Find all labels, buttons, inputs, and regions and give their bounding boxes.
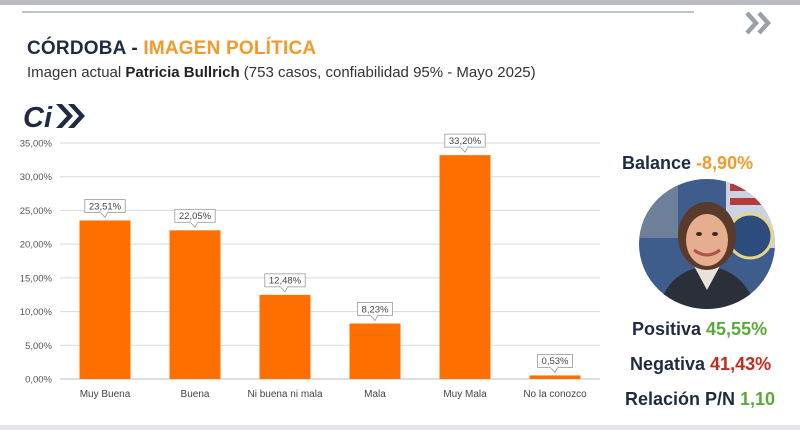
y-tick-label: 30,00% <box>20 172 53 183</box>
data-label-pointer-mask <box>370 314 378 317</box>
double-chevron-right-icon <box>745 11 772 35</box>
relacion-label: Relación P/N <box>625 389 741 409</box>
balance-value: -8,90% <box>696 153 754 173</box>
data-label: 33,20% <box>449 136 482 147</box>
data-label: 8,23% <box>362 304 389 315</box>
subtitle-name: Patricia Bullrich <box>125 64 240 81</box>
x-tick-label: Mala <box>364 389 386 400</box>
y-tick-label: 20,00% <box>20 240 53 251</box>
data-label-pointer-mask <box>190 220 198 223</box>
data-label: 12,48% <box>269 276 302 287</box>
bar <box>529 375 581 379</box>
ci-logo: Ci <box>23 102 85 132</box>
positiva-value: 45,55% <box>706 319 768 339</box>
data-label: 22,05% <box>179 211 212 222</box>
negativa-label: Negativa <box>630 354 711 374</box>
top-border <box>0 0 800 5</box>
negativa-stat: Negativa 41,43% <box>630 354 771 375</box>
x-tick-label: Buena <box>181 389 210 400</box>
logo-text: Ci <box>23 102 53 132</box>
y-tick-label: 35,00% <box>20 139 53 150</box>
bar <box>79 220 131 379</box>
data-label-pointer-mask <box>100 210 108 213</box>
bar <box>349 323 401 379</box>
page-title: CÓRDOBA - IMAGEN POLÍTICA <box>27 38 316 60</box>
bar <box>439 155 491 379</box>
negativa-value: 41,43% <box>710 354 772 374</box>
bottom-border <box>0 425 800 430</box>
data-label-pointer-mask <box>280 285 288 288</box>
x-tick-label: Ni buena ni mala <box>247 389 322 400</box>
data-label-pointer-mask <box>550 365 558 368</box>
page-subtitle: Imagen actual Patricia Bullrich (753 cas… <box>27 64 536 81</box>
title-region: CÓRDOBA - <box>27 38 144 59</box>
y-tick-label: 0,00% <box>25 375 52 386</box>
balance-label: Balance -8,90% <box>622 153 753 174</box>
x-tick-label: Muy Mala <box>443 389 487 400</box>
x-tick-label: Muy Buena <box>80 389 131 400</box>
data-label: 23,51% <box>89 201 122 212</box>
bar-chart: 0,00% 5,00% 10,00% 15,00% 20,00% 25,00% 30,00%… <box>20 133 600 400</box>
relacion-stat: Relación P/N 1,10 <box>625 389 775 410</box>
positiva-stat: Positiva 45,55% <box>632 319 767 340</box>
subtitle-prefix: Imagen actual <box>27 64 126 81</box>
relacion-value: 1,10 <box>740 389 776 409</box>
y-tick-label: 15,00% <box>20 273 53 284</box>
positiva-label: Positiva <box>632 319 707 339</box>
x-tick-label: No la conozco <box>523 389 587 400</box>
y-tick-label: 5,00% <box>25 341 52 352</box>
title-topic: IMAGEN POLÍTICA <box>143 38 317 59</box>
balance-title: Balance <box>622 153 697 173</box>
y-tick-label: 25,00% <box>20 206 53 217</box>
bar <box>259 294 311 379</box>
header-divider <box>22 11 694 13</box>
subtitle-details: (753 casos, confiabilidad 95% - Mayo 202… <box>239 64 536 81</box>
y-tick-label: 10,00% <box>20 307 53 318</box>
portrait-photo <box>639 179 775 309</box>
bar <box>169 230 221 379</box>
data-label-pointer-mask <box>460 145 468 148</box>
data-label: 0,53% <box>542 356 569 367</box>
